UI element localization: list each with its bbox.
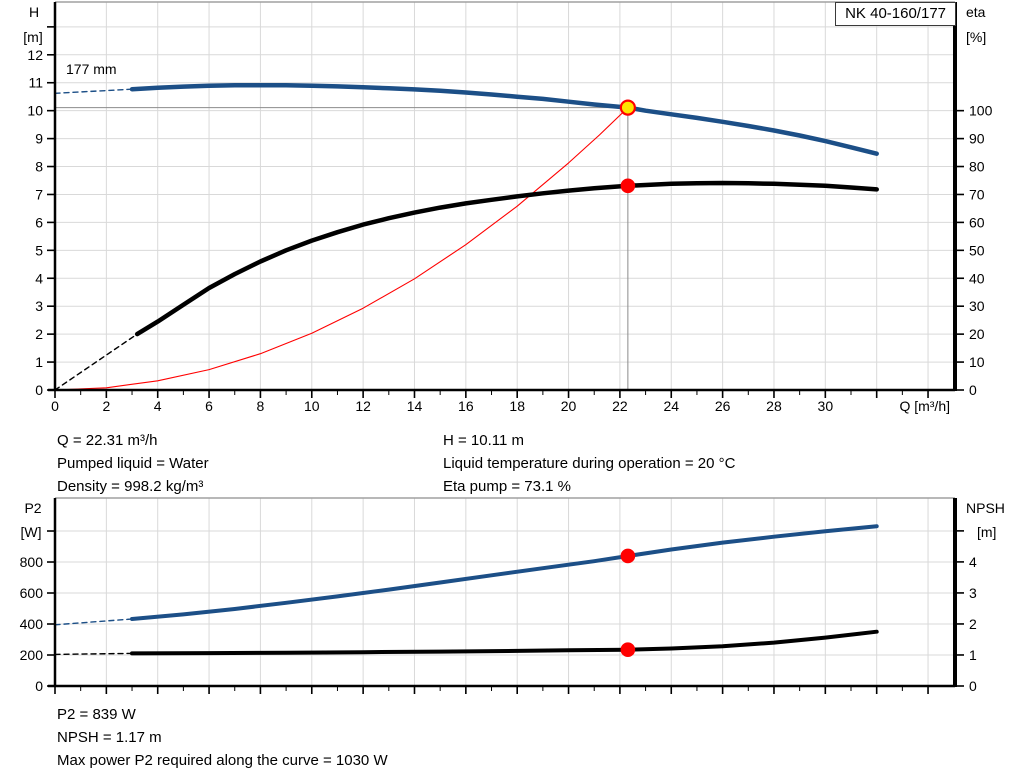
system-curve — [54, 107, 629, 391]
y-tick-label-left: 600 — [20, 585, 44, 601]
y-tick-label-left: 9 — [35, 131, 43, 147]
eta-curve — [134, 180, 879, 337]
y-tick-label-right: 50 — [969, 242, 985, 258]
y-tick-label-left: 2 — [35, 326, 43, 342]
h-axis-unit-line1: H — [28, 4, 40, 20]
impeller-diameter-label: 177 mm — [66, 61, 117, 77]
y-tick-label-left: 5 — [35, 242, 43, 258]
y-tick-label-left: 0 — [35, 678, 43, 694]
y-tick-label-right: 100 — [969, 103, 993, 119]
y-tick-label-left: 7 — [35, 186, 43, 202]
y-tick-label-right: 2 — [969, 616, 977, 632]
p2-curve — [130, 524, 879, 621]
x-tick-label: 22 — [612, 398, 628, 414]
x-tick-label: 12 — [355, 398, 371, 414]
eta-axis-unit-line2: [%] — [966, 29, 987, 45]
y-tick-label-left: 800 — [20, 554, 44, 570]
y-tick-label-left: 4 — [35, 270, 43, 286]
info-flow: Q = 22.31 m³/h — [57, 432, 158, 449]
x-tick-label: 10 — [304, 398, 320, 414]
pump-model-badge: NK 40-160/177 — [835, 2, 956, 26]
info-max-power: Max power P2 required along the curve = … — [57, 752, 388, 769]
y-tick-label-right: 0 — [969, 382, 977, 398]
y-tick-label-right: 4 — [969, 554, 977, 570]
info-head: H = 10.11 m — [443, 432, 525, 449]
info-liquid: Pumped liquid = Water — [57, 455, 209, 472]
npsh-axis-unit-line1: NPSH — [966, 500, 1005, 516]
y-tick-label-right: 0 — [969, 678, 977, 694]
x-tick-label: 24 — [663, 398, 679, 414]
top-chart-plot-area[interactable] — [55, 2, 955, 390]
y-tick-label-left: 12 — [27, 47, 43, 63]
npsh-axis-unit-line2: [m] — [977, 524, 997, 540]
y-tick-label-left: 0 — [35, 382, 43, 398]
eta-axis-unit-line1: eta — [966, 4, 986, 20]
duty-point-head[interactable] — [619, 99, 636, 116]
x-tick-label: 6 — [205, 398, 213, 414]
y-tick-label-left: 11 — [28, 75, 43, 91]
npsh-curve-lead-dashed — [54, 652, 133, 656]
info-eta: Eta pump = 73.1 % — [443, 478, 571, 495]
duty-point-eta[interactable] — [620, 178, 636, 194]
p2-curve-lead-dashed — [54, 618, 133, 626]
duty-point-p2[interactable] — [620, 548, 636, 564]
y-tick-label-left: 8 — [35, 159, 43, 175]
npsh-curve — [130, 629, 879, 656]
x-tick-label: 2 — [102, 398, 110, 414]
y-tick-label-right: 3 — [969, 585, 977, 601]
x-tick-label: 8 — [257, 398, 265, 414]
y-tick-label-right: 20 — [969, 326, 985, 342]
y-tick-label-left: 10 — [27, 103, 43, 119]
p2-axis-unit-line2: [W] — [20, 524, 42, 540]
duty-point-npsh[interactable] — [620, 642, 636, 658]
x-tick-label: 26 — [715, 398, 731, 414]
q-axis-unit: Q [m³/h] — [899, 398, 950, 414]
y-tick-label-right: 70 — [969, 186, 985, 202]
y-tick-label-right: 10 — [969, 354, 985, 370]
y-tick-label-left: 400 — [20, 616, 44, 632]
x-tick-label: 30 — [818, 398, 834, 414]
y-tick-label-right: 30 — [969, 298, 985, 314]
y-tick-label-right: 1 — [969, 647, 977, 663]
p2-axis-unit-line1: P2 — [24, 500, 42, 516]
x-tick-label: 18 — [509, 398, 525, 414]
x-tick-label: 28 — [766, 398, 782, 414]
y-tick-label-left: 1 — [35, 354, 43, 370]
y-tick-label-right: 40 — [969, 270, 985, 286]
y-tick-label-left: 200 — [20, 647, 44, 663]
y-tick-label-left: 6 — [35, 214, 43, 230]
eta-curve-lead-dashed — [54, 333, 138, 391]
bottom-chart-plot-area[interactable] — [55, 498, 955, 686]
head-curve-lead-dashed — [54, 88, 133, 94]
y-tick-label-right: 60 — [969, 214, 985, 230]
head-curve — [129, 82, 879, 156]
info-density: Density = 998.2 kg/m³ — [57, 478, 204, 495]
y-tick-label-left: 3 — [35, 298, 43, 314]
h-axis-unit-line2: [m] — [23, 29, 43, 45]
info-temperature: Liquid temperature during operation = 20… — [443, 455, 736, 472]
x-tick-label: 4 — [154, 398, 162, 414]
info-npsh: NPSH = 1.17 m — [57, 729, 162, 746]
info-p2: P2 = 839 W — [57, 706, 136, 723]
y-tick-label-right: 80 — [969, 159, 985, 175]
x-tick-label: 20 — [561, 398, 577, 414]
x-tick-label: 0 — [51, 398, 59, 414]
y-tick-label-right: 90 — [969, 131, 985, 147]
x-tick-label: 14 — [407, 398, 423, 414]
x-tick-label: 16 — [458, 398, 474, 414]
